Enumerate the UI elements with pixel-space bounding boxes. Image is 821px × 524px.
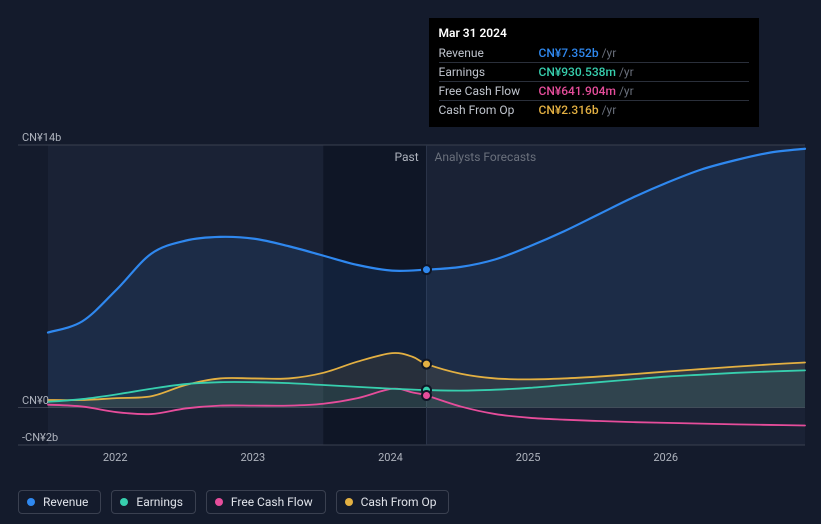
financials-chart: CN¥14b CN¥0 -CN¥2b 2022 2023 2024 2025 2026 Pa… — [0, 0, 821, 524]
x-axis-tick-label: 2026 — [653, 451, 678, 464]
chart-legend: Revenue Earnings Free Cash Flow Cash From O… — [18, 490, 449, 514]
tooltip-row-value: CN¥2.316b — [539, 103, 599, 117]
tooltip-row-label: Cash From Op — [439, 103, 539, 117]
x-axis-tick-label: 2024 — [378, 451, 403, 464]
series-marker-fcf — [422, 391, 431, 400]
legend-item-fcf[interactable]: Free Cash Flow — [206, 490, 326, 514]
series-marker-cfo — [422, 360, 431, 369]
tooltip-row: EarningsCN¥930.538m/yr — [439, 63, 749, 82]
legend-dot-icon — [215, 498, 223, 506]
x-axis-tick-label: 2025 — [516, 451, 541, 464]
legend-item-revenue[interactable]: Revenue — [18, 490, 101, 514]
tooltip-row-label: Earnings — [439, 65, 539, 79]
y-axis-tick-label: CN¥14b — [22, 131, 61, 144]
tooltip-row-label: Revenue — [439, 46, 539, 60]
tooltip-row: RevenueCN¥7.352b/yr — [439, 44, 749, 63]
tooltip-row: Free Cash FlowCN¥641.904m/yr — [439, 82, 749, 101]
tooltip-date: Mar 31 2024 — [439, 24, 749, 44]
legend-item-cfo[interactable]: Cash From Op — [336, 490, 450, 514]
section-label-forecast: Analysts Forecasts — [435, 150, 537, 164]
tooltip-row-value: CN¥641.904m — [539, 84, 616, 98]
tooltip-row-unit: /yr — [602, 46, 617, 60]
x-axis-tick-label: 2023 — [240, 451, 265, 464]
tooltip-row-label: Free Cash Flow — [439, 84, 539, 98]
legend-item-label: Earnings — [136, 495, 183, 509]
tooltip-row-unit: /yr — [619, 84, 634, 98]
y-axis-tick-label: CN¥0 — [22, 394, 49, 407]
x-axis-tick-label: 2022 — [103, 451, 128, 464]
tooltip-row-unit: /yr — [619, 65, 634, 79]
section-label-past: Past — [395, 150, 419, 164]
y-axis-tick-label: -CN¥2b — [22, 431, 58, 444]
legend-dot-icon — [120, 498, 128, 506]
tooltip-row-unit: /yr — [602, 103, 617, 117]
legend-dot-icon — [345, 498, 353, 506]
legend-item-label: Revenue — [43, 495, 88, 509]
series-marker-revenue — [422, 265, 431, 274]
legend-item-label: Cash From Op — [361, 495, 437, 509]
legend-item-label: Free Cash Flow — [231, 495, 313, 509]
chart-tooltip: Mar 31 2024 RevenueCN¥7.352b/yrEarningsC… — [429, 18, 759, 127]
tooltip-row-value: CN¥7.352b — [539, 46, 599, 60]
tooltip-row: Cash From OpCN¥2.316b/yr — [439, 101, 749, 119]
tooltip-row-value: CN¥930.538m — [539, 65, 616, 79]
legend-item-earnings[interactable]: Earnings — [111, 490, 196, 514]
legend-dot-icon — [27, 498, 35, 506]
